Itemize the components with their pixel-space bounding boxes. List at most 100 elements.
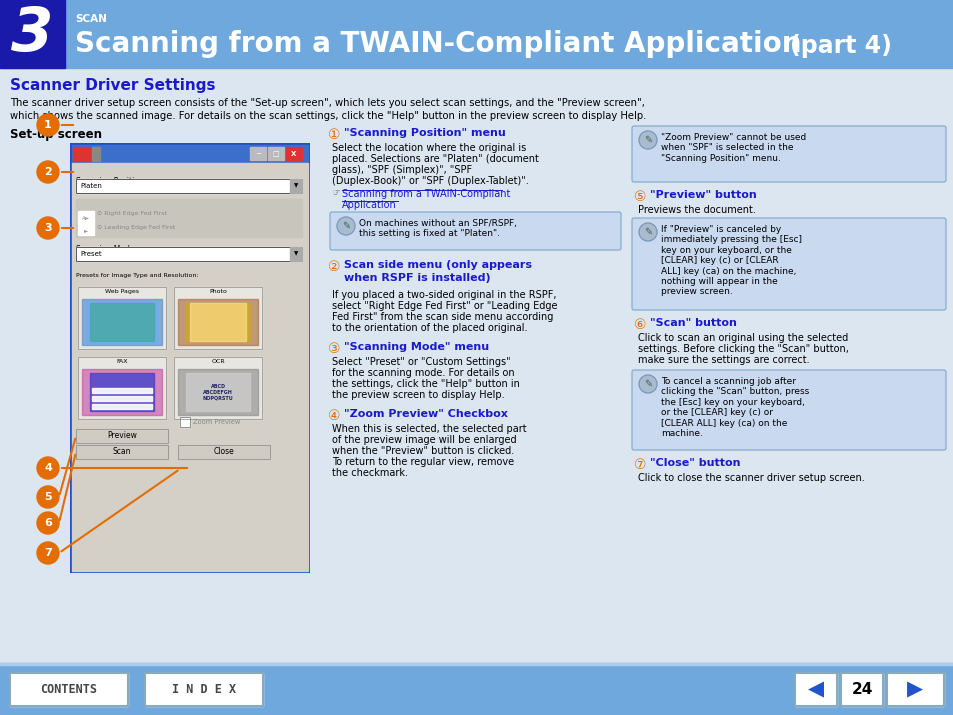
Bar [90, 303, 153, 341]
Bar [178, 299, 257, 345]
Bar [82, 299, 162, 345]
Text: Set-up screen: Set-up screen [10, 128, 102, 141]
Text: When this is selected, the selected part: When this is selected, the selected part [332, 424, 526, 434]
Text: Scanner Driver Settings: Scanner Driver Settings [10, 78, 215, 93]
Bar [0, 0, 65, 68]
Text: SCAN: SCAN [75, 14, 107, 24]
Text: Preview: Preview [107, 431, 137, 440]
Text: The scanner driver setup screen consists of the "Set-up screen", which lets you : The scanner driver setup screen consists… [10, 98, 644, 108]
Text: ✎: ✎ [643, 379, 652, 389]
Bar [186, 373, 250, 411]
Bar [78, 357, 166, 419]
Text: CONTENTS: CONTENTS [40, 683, 97, 696]
Text: ⑤: ⑤ [634, 190, 646, 204]
Text: placed. Selections are "Platen" (document: placed. Selections are "Platen" (documen… [332, 154, 538, 164]
Bar [794, 673, 836, 706]
Circle shape [336, 217, 355, 235]
Text: the preview screen to display Help.: the preview screen to display Help. [332, 390, 504, 400]
Bar [886, 673, 943, 706]
Text: Scanning from a TWAIN-Compliant: Scanning from a TWAIN-Compliant [341, 189, 510, 199]
Text: ABCD
ABCDEFGH
NOPQRSTU: ABCD ABCDEFGH NOPQRSTU [202, 384, 233, 400]
Text: A►: A► [82, 215, 90, 220]
Bar [180, 417, 190, 427]
Text: to the orientation of the placed original.: to the orientation of the placed origina… [332, 323, 527, 333]
Text: ✎: ✎ [643, 227, 652, 237]
Text: Select the location where the original is: Select the location where the original i… [332, 143, 526, 153]
Text: 24: 24 [850, 682, 872, 697]
Circle shape [37, 161, 59, 183]
Bar [250, 147, 266, 160]
Circle shape [37, 114, 59, 136]
Text: ►: ► [84, 228, 88, 233]
Text: On machines without an SPF/RSPF,
this setting is fixed at "Platen".: On machines without an SPF/RSPF, this se… [358, 219, 517, 238]
Bar [76, 199, 302, 237]
Text: X: X [291, 151, 296, 157]
FancyBboxPatch shape [631, 218, 945, 310]
Text: To cancel a scanning job after
clicking the "Scan" button, press
the [Esc] key o: To cancel a scanning job after clicking … [660, 377, 808, 438]
Text: FAX: FAX [116, 359, 128, 364]
Bar [78, 287, 166, 349]
Bar [90, 373, 153, 411]
Text: Click to close the scanner driver setup screen.: Click to close the scanner driver setup … [638, 473, 863, 483]
Text: (Duplex-Book)" or "SPF (Duplex-Tablet)".: (Duplex-Book)" or "SPF (Duplex-Tablet)". [332, 176, 528, 186]
Bar [71, 163, 308, 571]
Text: ─: ─ [255, 151, 260, 157]
Circle shape [639, 223, 657, 241]
Bar [76, 445, 168, 459]
Bar [173, 287, 262, 349]
Text: ②: ② [328, 260, 340, 274]
Bar [0, 663, 953, 715]
Bar [841, 673, 882, 706]
Bar [91, 147, 100, 161]
Circle shape [37, 457, 59, 479]
Bar [268, 147, 284, 160]
Text: "Zoom Preview" Checkbox: "Zoom Preview" Checkbox [344, 409, 507, 419]
Bar [173, 287, 262, 349]
Text: "Scan" button: "Scan" button [649, 318, 736, 328]
Bar [76, 445, 168, 459]
Text: Click to scan an original using the selected: Click to scan an original using the sele… [638, 333, 847, 343]
Text: OCR: OCR [211, 359, 225, 364]
Text: make sure the settings are correct.: make sure the settings are correct. [638, 355, 809, 365]
Text: I N D E X: I N D E X [172, 683, 235, 696]
Bar [794, 673, 836, 706]
Bar [178, 445, 270, 459]
Bar [76, 247, 302, 261]
Text: □: □ [273, 151, 279, 157]
Text: Previews the document.: Previews the document. [638, 205, 755, 215]
Text: Scanning Mode :: Scanning Mode : [76, 245, 139, 254]
Text: ▼: ▼ [294, 184, 297, 189]
Text: 6: 6 [44, 518, 51, 528]
Text: Scan side menu (only appears: Scan side menu (only appears [344, 260, 532, 270]
Text: Web Pages: Web Pages [105, 289, 139, 294]
Text: the checkmark.: the checkmark. [332, 468, 408, 478]
Text: 5: 5 [44, 492, 51, 502]
Text: ⑦: ⑦ [634, 458, 646, 472]
Text: ▼: ▼ [294, 252, 297, 257]
Text: Fed First" from the scan side menu according: Fed First" from the scan side menu accor… [332, 312, 553, 322]
Text: which shows the scanned image. For details on the scan settings, click the "Help: which shows the scanned image. For detai… [10, 111, 646, 121]
Text: "Scanning Position" menu: "Scanning Position" menu [344, 128, 505, 138]
Bar [10, 673, 128, 706]
Bar [178, 445, 270, 459]
Circle shape [37, 542, 59, 564]
Bar [82, 369, 162, 415]
Bar [0, 68, 953, 663]
Circle shape [37, 486, 59, 508]
Text: ⑥: ⑥ [634, 318, 646, 332]
Bar [78, 357, 166, 419]
Bar [841, 673, 882, 706]
Bar [76, 179, 302, 193]
Text: (part 4): (part 4) [789, 34, 891, 58]
Text: Zoom Preview: Zoom Preview [193, 419, 240, 425]
Text: Application: Application [341, 200, 396, 210]
Circle shape [639, 131, 657, 149]
Bar [178, 369, 257, 415]
Bar [76, 179, 302, 193]
Text: "Zoom Preview" cannot be used
when "SPF" is selected in the
"Scanning Position" : "Zoom Preview" cannot be used when "SPF"… [660, 133, 805, 163]
Bar [286, 147, 302, 160]
Text: when the "Preview" button is clicked.: when the "Preview" button is clicked. [332, 446, 514, 456]
Bar [91, 388, 152, 393]
Bar [86, 301, 158, 343]
Bar [76, 429, 168, 443]
